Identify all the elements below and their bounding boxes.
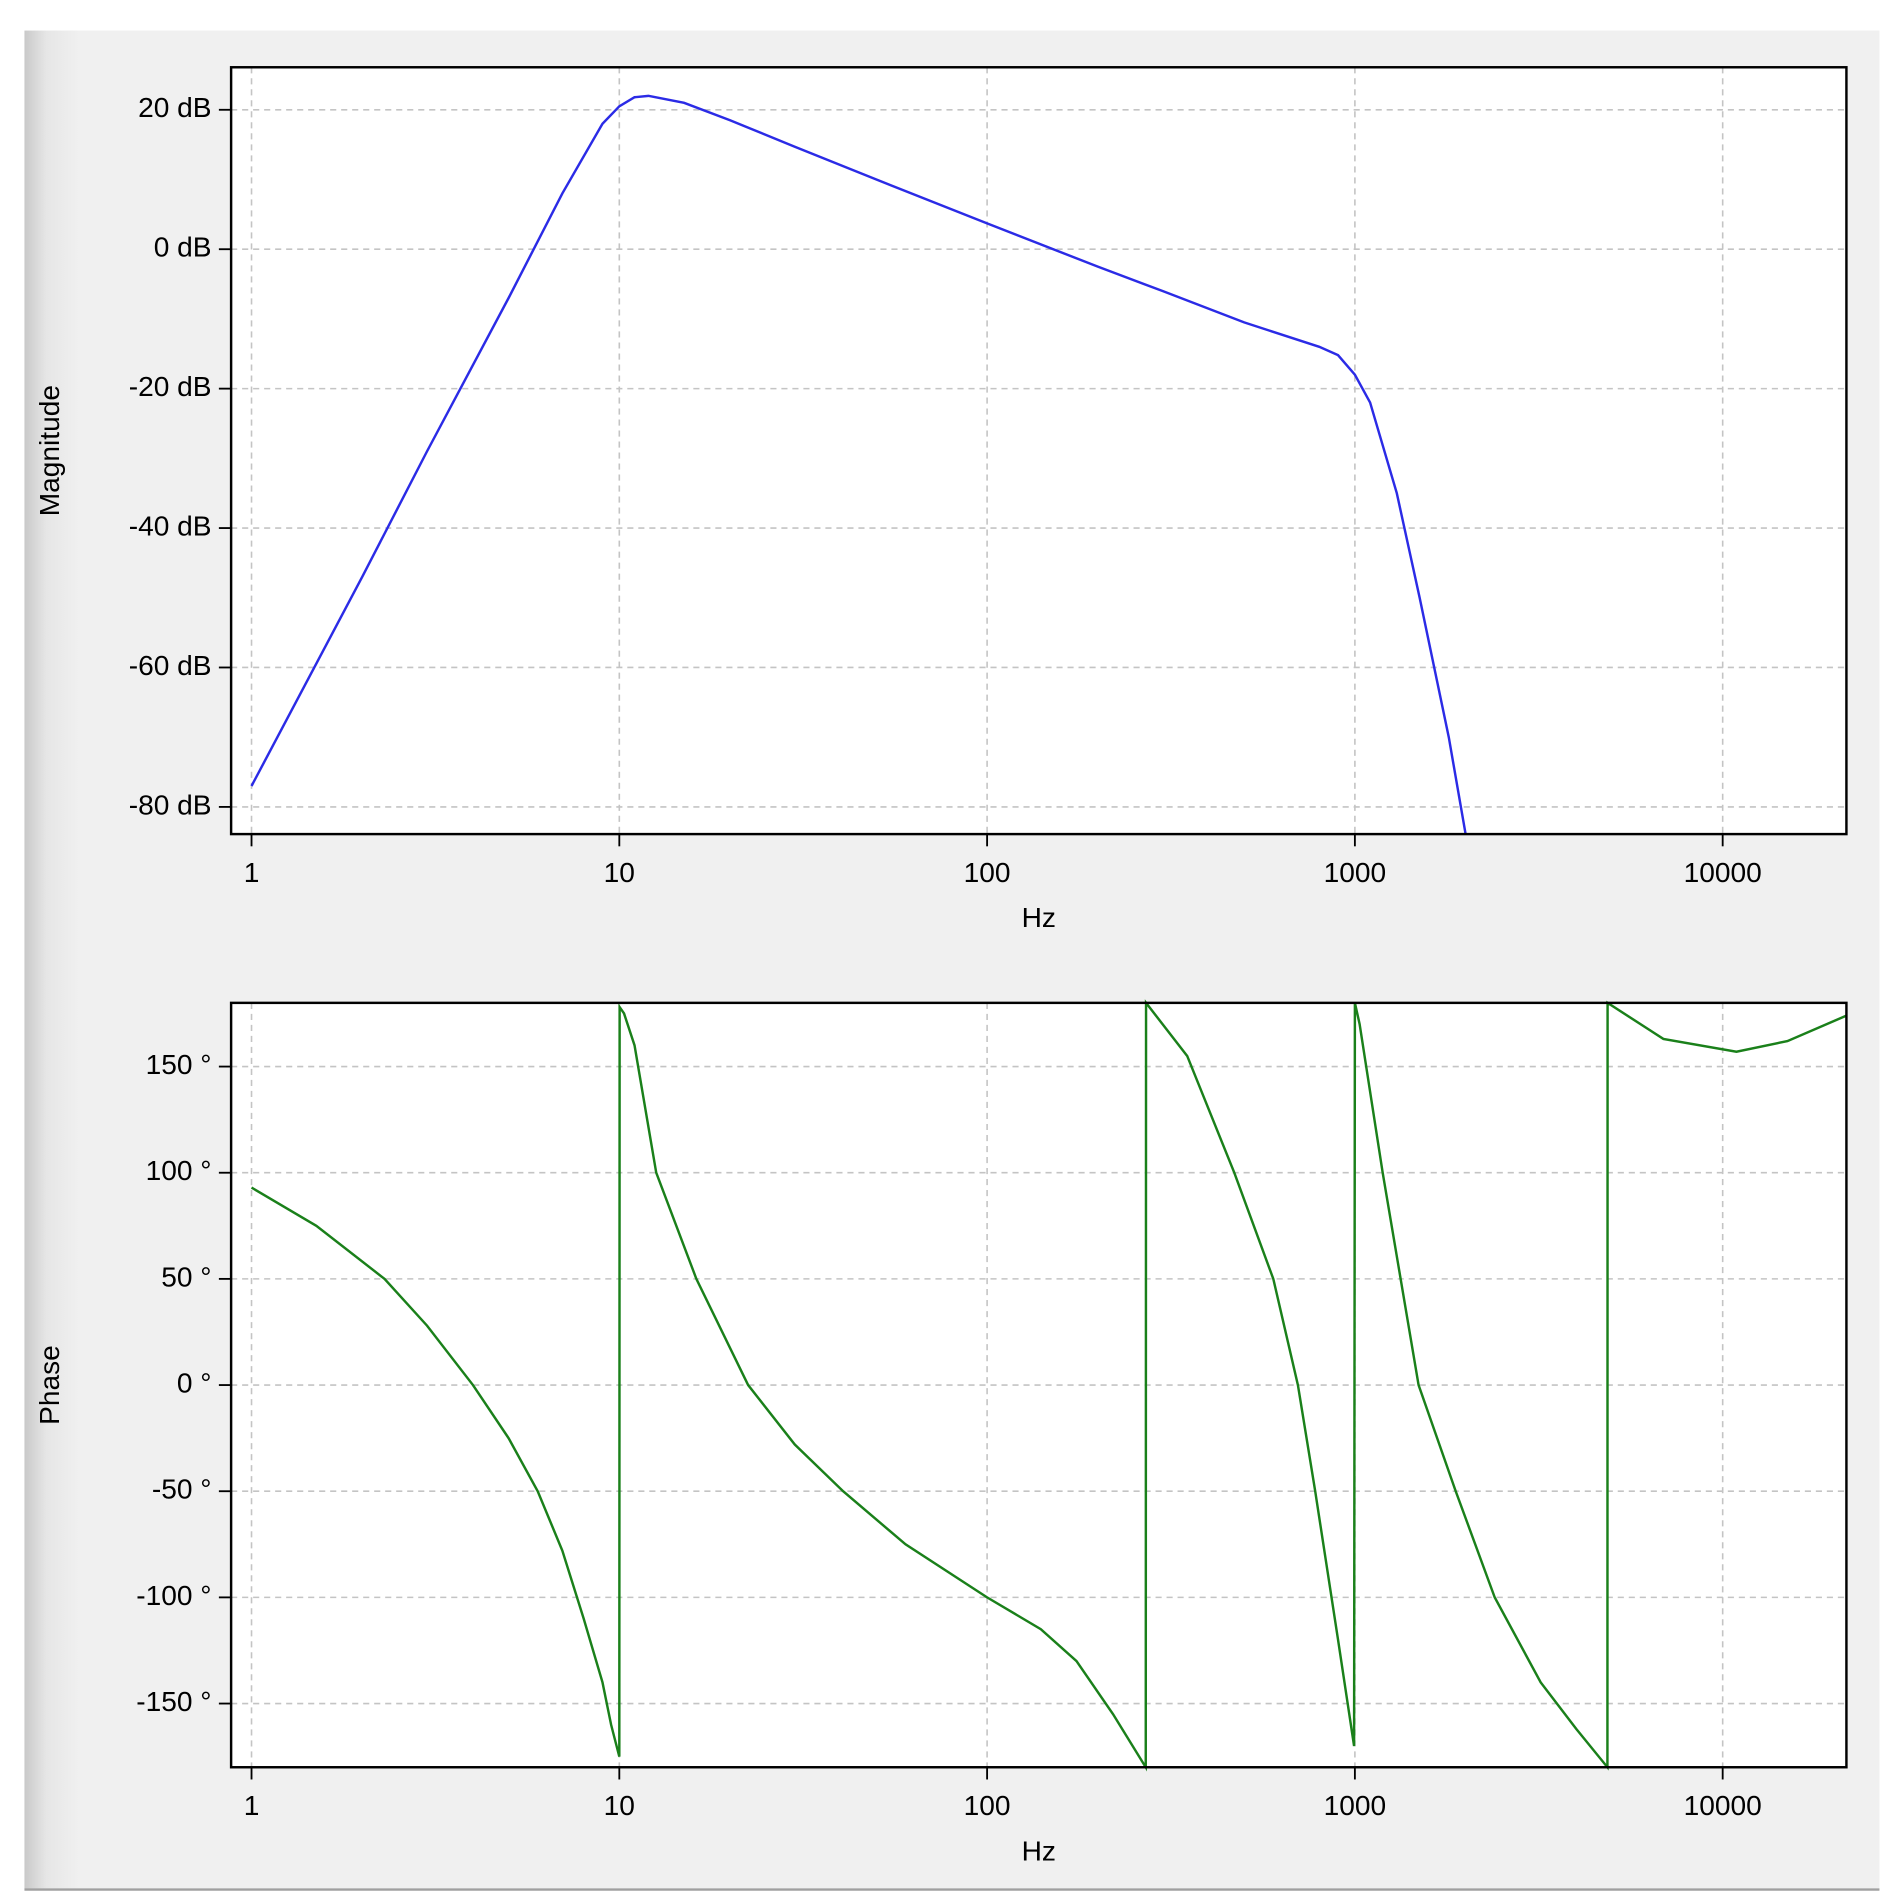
x-tick-label: 1000 <box>1324 1790 1387 1821</box>
y-tick-label: -100 ° <box>136 1580 211 1611</box>
x-tick-label: 10 <box>604 1790 635 1821</box>
x-tick-label: 10 <box>604 857 635 888</box>
side-strip <box>24 30 80 1890</box>
x-axis-label: Hz <box>1022 1835 1056 1866</box>
y-tick-label: 100 ° <box>146 1155 212 1186</box>
x-tick-label: 10000 <box>1684 1790 1762 1821</box>
y-tick-label: 50 ° <box>161 1261 211 1292</box>
y-tick-label: -20 dB <box>129 371 212 402</box>
data-line <box>250 94 1467 835</box>
x-tick-label: 10000 <box>1684 857 1762 888</box>
y-tick-label: 0 ° <box>177 1367 212 1398</box>
y-tick-label: -40 dB <box>129 510 212 541</box>
data-line <box>250 999 1847 1772</box>
x-tick-label: 1 <box>244 857 260 888</box>
y-tick-label: -80 dB <box>129 789 212 820</box>
y-tick-label: -50 ° <box>152 1474 212 1505</box>
y-tick-label: -60 dB <box>129 650 212 681</box>
x-tick-label: 1000 <box>1324 857 1387 888</box>
y-tick-label: 0 dB <box>154 232 212 263</box>
plot-frame <box>229 1001 1848 1769</box>
y-tick-label: -150 ° <box>136 1686 211 1717</box>
plot-frame <box>229 66 1848 836</box>
x-tick-label: 1 <box>244 1790 260 1821</box>
x-tick-label: 100 <box>964 857 1011 888</box>
y-axis-label: Magnitude <box>34 385 65 516</box>
plot-area <box>231 67 1847 835</box>
y-tick-label: 150 ° <box>146 1049 212 1080</box>
y-tick-label: 20 dB <box>138 92 211 123</box>
x-axis-label: Hz <box>1022 902 1056 933</box>
x-tick-label: 100 <box>964 1790 1011 1821</box>
y-axis-label: Phase <box>34 1345 65 1425</box>
